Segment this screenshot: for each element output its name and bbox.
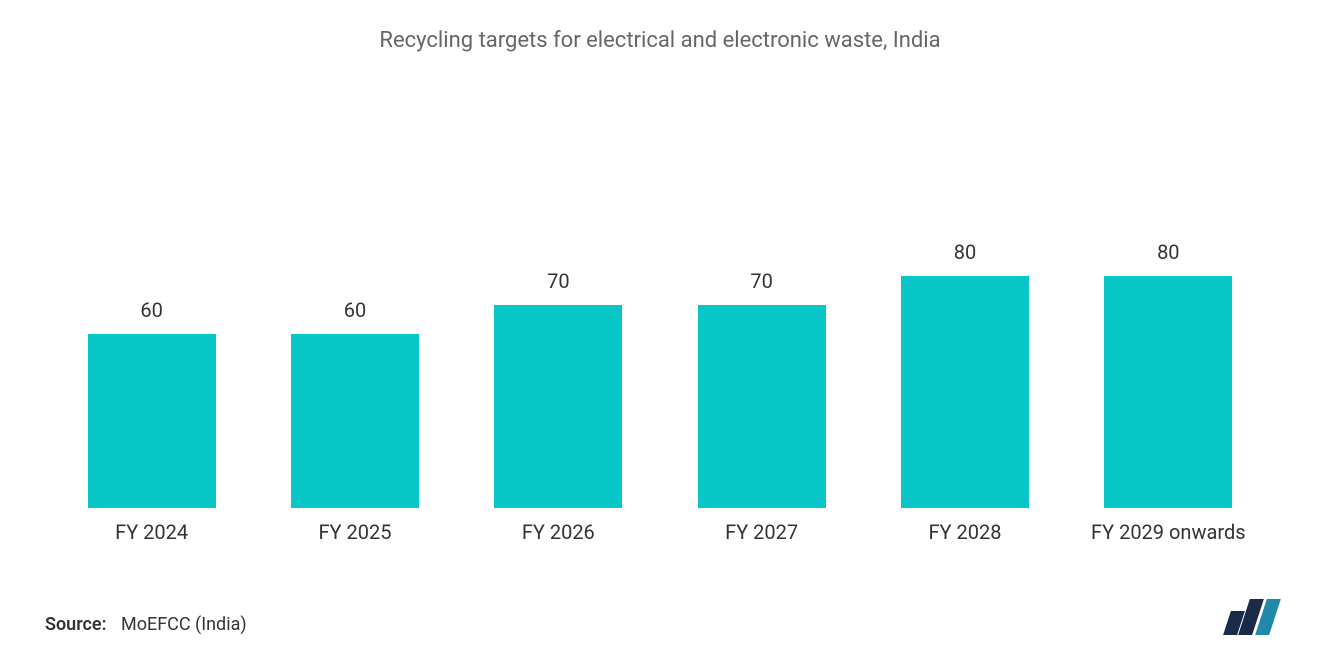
chart-container: Recycling targets for electrical and ele… — [0, 0, 1320, 665]
bar — [88, 334, 216, 508]
x-label: FY 2025 — [253, 520, 456, 544]
plot-area: 60 60 70 70 80 80 — [40, 113, 1280, 508]
bar — [901, 276, 1029, 508]
bar-group: 80 — [1067, 113, 1270, 508]
x-label: FY 2026 — [457, 520, 660, 544]
source-value: MoEFCC (India) — [121, 614, 247, 635]
bar-value-label: 60 — [344, 298, 366, 322]
bar — [291, 334, 419, 508]
x-label: FY 2029 onwards — [1067, 520, 1270, 544]
bar — [698, 305, 826, 508]
bar-value-label: 70 — [750, 269, 772, 293]
bar-value-label: 80 — [1157, 240, 1179, 264]
bar-value-label: 60 — [140, 298, 162, 322]
bar — [494, 305, 622, 508]
bar-group: 70 — [457, 113, 660, 508]
source-line: Source: MoEFCC (India) — [45, 614, 247, 635]
bar-value-label: 70 — [547, 269, 569, 293]
bar-group: 60 — [253, 113, 456, 508]
bar-group: 70 — [660, 113, 863, 508]
bar-value-label: 80 — [954, 240, 976, 264]
source-label: Source: — [45, 614, 107, 635]
bar-group: 60 — [50, 113, 253, 508]
x-label: FY 2027 — [660, 520, 863, 544]
x-axis-labels: FY 2024 FY 2025 FY 2026 FY 2027 FY 2028 … — [40, 508, 1280, 544]
chart-footer: Source: MoEFCC (India) — [40, 599, 1280, 635]
bar-group: 80 — [863, 113, 1066, 508]
chart-title: Recycling targets for electrical and ele… — [40, 28, 1280, 53]
x-label: FY 2024 — [50, 520, 253, 544]
bar — [1104, 276, 1232, 508]
x-label: FY 2028 — [863, 520, 1066, 544]
brand-logo — [1227, 599, 1275, 635]
